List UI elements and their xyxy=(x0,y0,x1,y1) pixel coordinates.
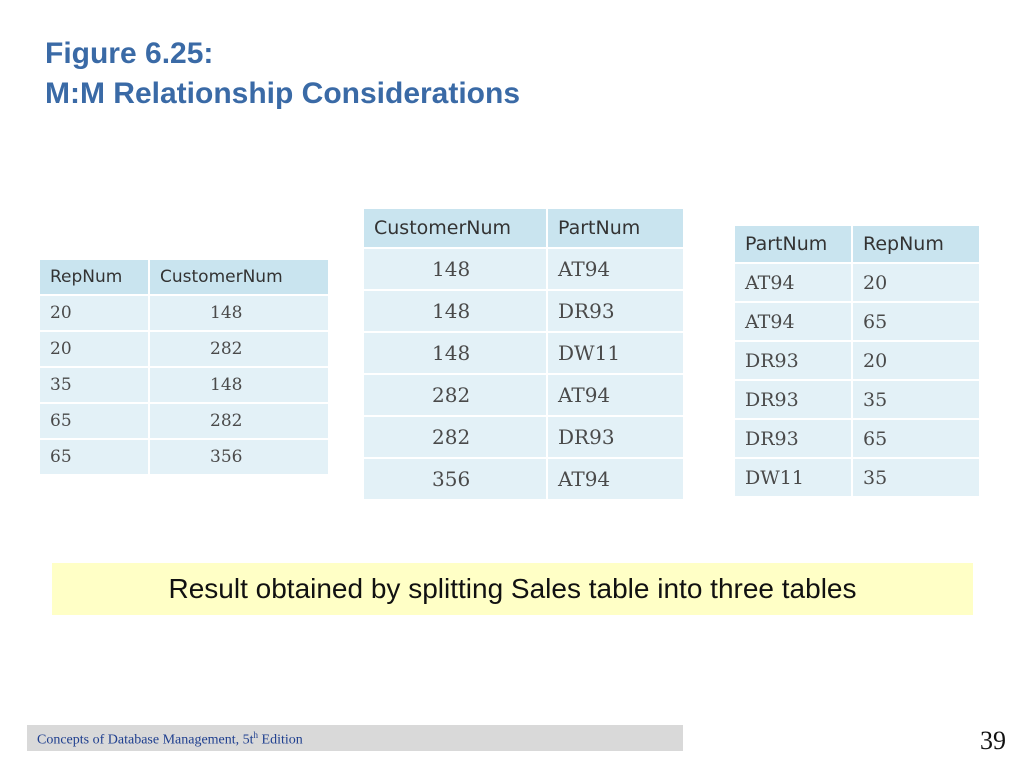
footer-text-suffix: Edition xyxy=(258,732,303,748)
column-header: CustomerNum xyxy=(364,209,546,247)
table-cell: 35 xyxy=(853,381,979,418)
table-cell: 20 xyxy=(853,342,979,379)
table-row: AT94 65 xyxy=(735,303,979,340)
customer-part-table: CustomerNum PartNum 148 AT94 148 DR93 148 DW11… xyxy=(362,207,685,501)
table-row: 282 DR93 xyxy=(364,417,683,457)
table-cell: DR93 xyxy=(735,381,851,418)
slide-title: Figure 6.25: M:M Relationship Considerat… xyxy=(45,34,520,114)
callout-box: Result obtained by splitting Sales table… xyxy=(52,563,973,615)
table-row: DR93 35 xyxy=(735,381,979,418)
table-row: 356 AT94 xyxy=(364,459,683,499)
table-row: 282 AT94 xyxy=(364,375,683,415)
column-header: PartNum xyxy=(548,209,683,247)
footer-text: Concepts of Database Management, 5th Edi… xyxy=(37,730,303,749)
table-cell: 65 xyxy=(853,303,979,340)
column-header: RepNum xyxy=(40,260,148,294)
table-cell: 282 xyxy=(364,417,546,457)
table-cell: DW11 xyxy=(548,333,683,373)
table-cell: 65 xyxy=(40,404,148,438)
table-cell: DR93 xyxy=(735,342,851,379)
column-header: CustomerNum xyxy=(150,260,328,294)
table-row: 20 282 xyxy=(40,332,328,366)
table-cell: 148 xyxy=(150,296,328,330)
column-header: RepNum xyxy=(853,226,979,262)
table-cell: 148 xyxy=(150,368,328,402)
table-row: DW11 35 xyxy=(735,459,979,496)
table-cell: 282 xyxy=(150,332,328,366)
table-cell: 356 xyxy=(364,459,546,499)
page-number: 39 xyxy=(980,726,1006,755)
table-header-row: CustomerNum PartNum xyxy=(364,209,683,247)
slide-title-line-2: M:M Relationship Considerations xyxy=(45,77,521,110)
table-cell: 20 xyxy=(40,332,148,366)
table-cell: 35 xyxy=(853,459,979,496)
table-cell: 282 xyxy=(150,404,328,438)
table-header-row: RepNum CustomerNum xyxy=(40,260,328,294)
callout-text: Result obtained by splitting Sales table… xyxy=(168,573,857,604)
table-cell: 356 xyxy=(150,440,328,474)
footer-bar: Concepts of Database Management, 5th Edi… xyxy=(27,725,683,751)
table-row: 65 356 xyxy=(40,440,328,474)
table-row: 65 282 xyxy=(40,404,328,438)
table-cell: 20 xyxy=(853,264,979,301)
table-cell: 65 xyxy=(40,440,148,474)
table-cell: AT94 xyxy=(548,375,683,415)
table-cell: AT94 xyxy=(735,303,851,340)
table-cell: 148 xyxy=(364,249,546,289)
part-rep-table: PartNum RepNum AT94 20 AT94 65 DR93 20 DR93 35 DR… xyxy=(733,224,981,498)
column-header: PartNum xyxy=(735,226,851,262)
footer-text-prefix: Concepts of Database Management, 5t xyxy=(37,732,254,748)
table-row: 20 148 xyxy=(40,296,328,330)
table-cell: 20 xyxy=(40,296,148,330)
table-row: AT94 20 xyxy=(735,264,979,301)
table-cell: 148 xyxy=(364,333,546,373)
table-cell: DR93 xyxy=(735,420,851,457)
table-row: 35 148 xyxy=(40,368,328,402)
table-row: DR93 20 xyxy=(735,342,979,379)
table-cell: 282 xyxy=(364,375,546,415)
slide-title-line-1: Figure 6.25: xyxy=(45,37,214,70)
table-row: 148 AT94 xyxy=(364,249,683,289)
table-cell: AT94 xyxy=(548,459,683,499)
table-cell: DR93 xyxy=(548,417,683,457)
table-cell: AT94 xyxy=(735,264,851,301)
footer-text-superscript: h xyxy=(253,730,259,740)
table-cell: DR93 xyxy=(548,291,683,331)
table-cell: 35 xyxy=(40,368,148,402)
table-cell: 65 xyxy=(853,420,979,457)
table-row: 148 DW11 xyxy=(364,333,683,373)
table-header-row: PartNum RepNum xyxy=(735,226,979,262)
table-row: DR93 65 xyxy=(735,420,979,457)
table-cell: DW11 xyxy=(735,459,851,496)
table-row: 148 DR93 xyxy=(364,291,683,331)
table-cell: 148 xyxy=(364,291,546,331)
rep-customer-table: RepNum CustomerNum 20 148 20 282 35 148 65 282 65… xyxy=(38,258,330,476)
table-cell: AT94 xyxy=(548,249,683,289)
